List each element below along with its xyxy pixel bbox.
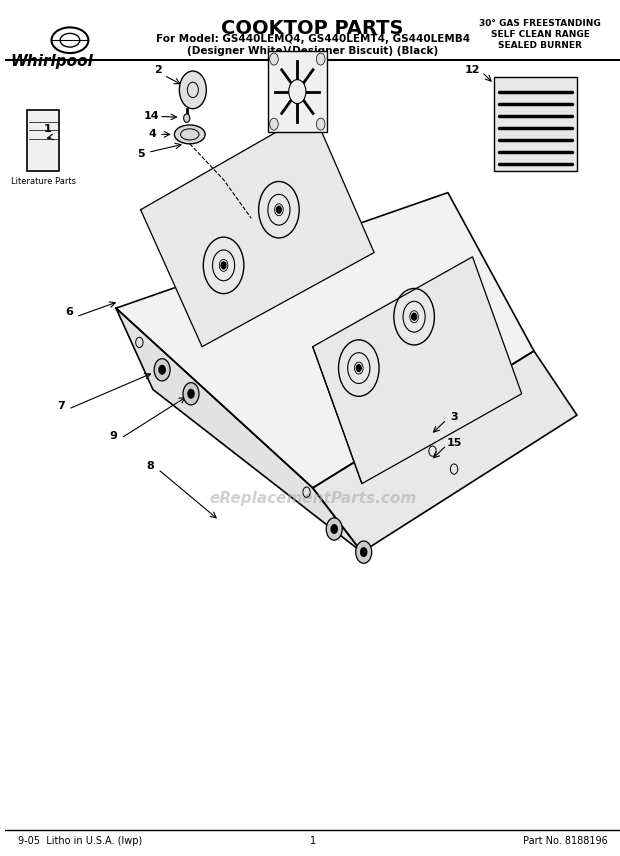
Circle shape xyxy=(316,53,325,65)
Polygon shape xyxy=(116,193,534,488)
Polygon shape xyxy=(312,257,521,484)
Text: 7: 7 xyxy=(57,401,64,411)
Circle shape xyxy=(154,359,170,381)
Text: 12: 12 xyxy=(465,65,480,75)
Text: 6: 6 xyxy=(64,306,73,317)
Text: 2: 2 xyxy=(154,65,162,75)
Circle shape xyxy=(289,80,306,104)
Polygon shape xyxy=(141,111,374,347)
Text: (Designer White)(Designer Biscuit) (Black): (Designer White)(Designer Biscuit) (Blac… xyxy=(187,46,438,56)
Circle shape xyxy=(270,118,278,130)
Text: Literature Parts: Literature Parts xyxy=(11,177,76,187)
Text: 3: 3 xyxy=(450,412,458,422)
Ellipse shape xyxy=(174,125,205,144)
Circle shape xyxy=(326,518,342,540)
Text: 1: 1 xyxy=(43,124,51,134)
Text: 15: 15 xyxy=(446,438,462,449)
Circle shape xyxy=(316,118,325,130)
Circle shape xyxy=(179,71,206,109)
Text: Part No. 8188196: Part No. 8188196 xyxy=(523,835,608,846)
Text: 1: 1 xyxy=(309,835,316,846)
Circle shape xyxy=(361,548,367,556)
Circle shape xyxy=(356,365,361,372)
Text: 5: 5 xyxy=(137,149,144,159)
Text: For Model: GS440LEMQ4, GS440LEMT4, GS440LEMB4: For Model: GS440LEMQ4, GS440LEMT4, GS440… xyxy=(156,34,470,45)
Bar xyxy=(494,77,577,171)
Circle shape xyxy=(331,525,337,533)
Text: 8: 8 xyxy=(146,461,154,471)
Bar xyxy=(27,110,59,171)
Circle shape xyxy=(412,313,417,320)
Circle shape xyxy=(159,366,165,374)
Circle shape xyxy=(188,389,194,398)
Bar xyxy=(268,51,327,132)
Circle shape xyxy=(277,206,281,213)
Polygon shape xyxy=(116,308,362,552)
Text: Whirlpool: Whirlpool xyxy=(10,54,93,69)
Text: 14: 14 xyxy=(144,111,159,122)
Text: 11: 11 xyxy=(271,62,286,72)
Polygon shape xyxy=(312,351,577,552)
Circle shape xyxy=(183,383,199,405)
Circle shape xyxy=(356,541,372,563)
Text: 9: 9 xyxy=(110,431,118,441)
Text: COOKTOP PARTS: COOKTOP PARTS xyxy=(221,19,404,38)
Text: SEALED BURNER: SEALED BURNER xyxy=(498,41,582,51)
Text: 9-05  Litho in U.S.A. (lwp): 9-05 Litho in U.S.A. (lwp) xyxy=(18,835,142,846)
Circle shape xyxy=(221,262,226,269)
Text: SELF CLEAN RANGE: SELF CLEAN RANGE xyxy=(490,30,590,39)
Text: 30° GAS FREESTANDING: 30° GAS FREESTANDING xyxy=(479,19,601,28)
Circle shape xyxy=(270,53,278,65)
Circle shape xyxy=(184,114,190,122)
Text: eReplacementParts.com: eReplacementParts.com xyxy=(209,490,416,506)
Text: 4: 4 xyxy=(149,129,157,140)
